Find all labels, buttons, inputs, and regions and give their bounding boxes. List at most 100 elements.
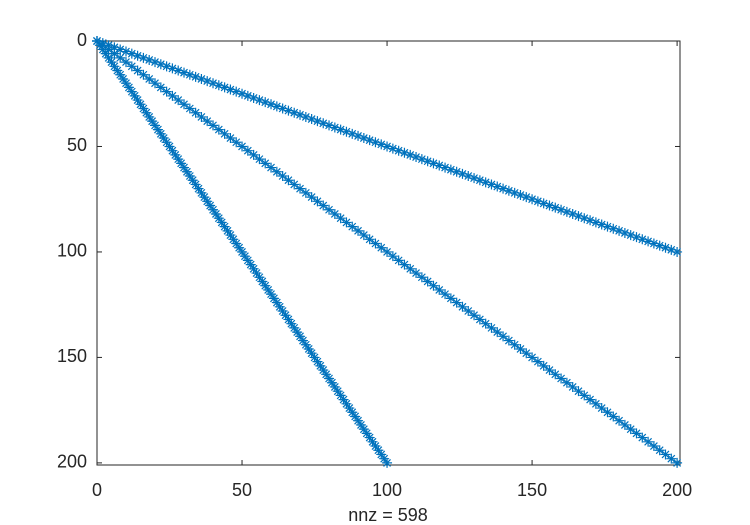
marker (103, 52, 114, 63)
marker (277, 103, 288, 114)
marker (126, 86, 137, 97)
marker (257, 276, 268, 287)
marker (179, 99, 190, 110)
marker (538, 198, 549, 209)
marker (602, 407, 613, 418)
marker (379, 453, 390, 464)
marker (164, 141, 175, 152)
marker (237, 141, 248, 152)
marker (527, 352, 538, 363)
marker (167, 90, 178, 101)
marker (271, 101, 282, 112)
marker (347, 221, 358, 232)
marker (326, 377, 337, 388)
marker (561, 206, 572, 217)
marker (556, 204, 567, 215)
marker (225, 133, 236, 144)
marker (393, 255, 404, 266)
marker (324, 204, 335, 215)
marker (474, 314, 485, 325)
marker (355, 419, 366, 430)
marker (422, 276, 433, 287)
marker (161, 61, 172, 72)
marker (225, 230, 236, 241)
y-tick-label: 150 (57, 346, 87, 366)
marker (254, 95, 265, 106)
marker (631, 232, 642, 243)
marker (103, 44, 114, 55)
marker (619, 419, 630, 430)
marker (643, 436, 654, 447)
marker (480, 318, 491, 329)
marker (283, 175, 294, 186)
marker (370, 137, 381, 148)
marker (161, 86, 172, 97)
marker (579, 390, 590, 401)
marker (202, 196, 213, 207)
marker (550, 202, 561, 213)
marker (341, 217, 352, 228)
marker (173, 154, 184, 165)
marker (503, 335, 514, 346)
marker (173, 95, 184, 106)
marker (132, 65, 143, 76)
marker (184, 103, 195, 114)
marker (318, 365, 329, 376)
marker (144, 111, 155, 122)
marker (550, 369, 561, 380)
marker (115, 69, 126, 80)
marker (176, 158, 187, 169)
marker (129, 90, 140, 101)
marker (184, 69, 195, 80)
marker (393, 145, 404, 156)
marker (469, 310, 480, 321)
marker (283, 314, 294, 325)
marker (173, 65, 184, 76)
marker (115, 44, 126, 55)
marker (434, 160, 445, 171)
marker (306, 114, 317, 125)
marker (277, 306, 288, 317)
marker (451, 166, 462, 177)
marker (457, 301, 468, 312)
marker (268, 293, 279, 304)
marker (324, 373, 335, 384)
marker (573, 211, 584, 222)
marker (387, 251, 398, 262)
marker (121, 46, 132, 57)
marker (585, 215, 596, 226)
marker (138, 69, 149, 80)
marker (532, 196, 543, 207)
marker (213, 124, 224, 135)
marker (216, 217, 227, 228)
marker (167, 63, 178, 74)
y-tick-label: 200 (57, 452, 87, 472)
marker (167, 145, 178, 156)
marker (112, 65, 123, 76)
marker (94, 40, 105, 51)
marker (312, 196, 323, 207)
marker (411, 152, 422, 163)
marker (123, 82, 134, 93)
marker (350, 411, 361, 422)
marker (231, 86, 242, 97)
marker (341, 126, 352, 137)
marker (248, 92, 259, 103)
marker (648, 441, 659, 452)
marker (376, 242, 387, 253)
marker (300, 187, 311, 198)
marker (561, 377, 572, 388)
marker (97, 44, 108, 55)
marker (596, 403, 607, 414)
marker (199, 192, 210, 203)
marker (637, 234, 648, 245)
marker (254, 272, 265, 283)
marker (266, 162, 277, 173)
marker (370, 441, 381, 452)
marker (567, 208, 578, 219)
marker (596, 219, 607, 230)
marker (361, 428, 372, 439)
marker (205, 200, 216, 211)
marker (306, 348, 317, 359)
marker (239, 251, 250, 262)
